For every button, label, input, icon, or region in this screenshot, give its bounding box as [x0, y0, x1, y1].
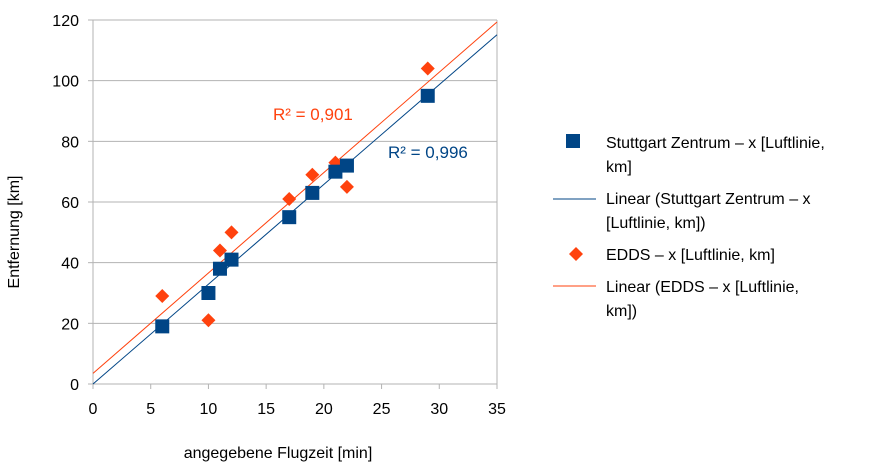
legend: Stuttgart Zentrum – x [Luftlinie, km] Lin…	[553, 134, 825, 320]
legend-label-edds-linear: Linear (EDDS – x [Luftlinie, km])	[606, 279, 799, 320]
x-axis-title: angegebene Flugzeit [min]	[184, 445, 373, 462]
point-series-0-4	[282, 210, 297, 225]
axes	[88, 19, 498, 389]
legend-label-edds: EDDS – x [Luftlinie, km]	[606, 247, 775, 264]
x-tick-label-10: 10	[200, 401, 218, 418]
y-tick-label-20: 20	[61, 316, 79, 333]
y-axis-title: Entfernung [km]	[6, 176, 23, 289]
point-series-1-7	[339, 179, 354, 194]
point-series-1-3	[224, 225, 239, 240]
point-series-1-1	[201, 313, 216, 328]
point-series-1-4	[282, 191, 297, 206]
y-tick-label-120: 120	[52, 13, 79, 30]
point-series-0-0	[155, 319, 170, 334]
x-tick-label-25: 25	[373, 401, 391, 418]
point-series-1-2	[212, 243, 227, 258]
legend-label-stuttgart-linear: Linear (Stuttgart Zentrum – x [Luftlinie,…	[606, 191, 811, 232]
point-series-0-3	[224, 252, 239, 267]
x-tick-label-35: 35	[488, 401, 506, 418]
r2-label-stuttgart: R² = 0,996	[388, 143, 468, 162]
x-tick-label-30: 30	[430, 401, 448, 418]
x-tick-label-20: 20	[315, 401, 333, 418]
x-tick-label-0: 0	[89, 401, 98, 418]
x-tick-label-5: 5	[146, 401, 155, 418]
trendlines	[92, 21, 498, 385]
y-tick-label-80: 80	[61, 134, 79, 151]
point-series-1-0	[155, 289, 170, 304]
legend-marker-edds	[569, 247, 583, 261]
trendline-series-0	[92, 34, 498, 385]
point-series-0-2	[212, 261, 227, 276]
gridlines	[93, 19, 497, 324]
y-tick-label-40: 40	[61, 256, 79, 273]
point-series-1-8	[420, 61, 435, 76]
point-series-0-1	[201, 286, 216, 300]
x-tick-label-15: 15	[257, 401, 275, 418]
x-tick-labels: 0 5 10 15 20 25 30 35	[89, 401, 506, 418]
legend-marker-stuttgart	[566, 134, 580, 148]
point-series-0-6	[328, 164, 343, 179]
y-tick-labels: 0 20 40 60 80 100 120	[52, 13, 79, 394]
point-series-0-8	[420, 88, 435, 103]
trendline-series-1	[92, 21, 498, 374]
legend-label-stuttgart: Stuttgart Zentrum – x [Luftlinie, km]	[606, 135, 825, 176]
point-series-0-7	[339, 158, 354, 173]
r2-label-edds: R² = 0,901	[273, 105, 353, 124]
point-series-0-5	[305, 185, 320, 200]
y-tick-label-60: 60	[61, 195, 79, 212]
y-tick-label-0: 0	[70, 377, 79, 394]
data-points	[155, 61, 435, 334]
y-tick-label-100: 100	[52, 74, 79, 91]
point-series-1-5	[305, 167, 320, 182]
